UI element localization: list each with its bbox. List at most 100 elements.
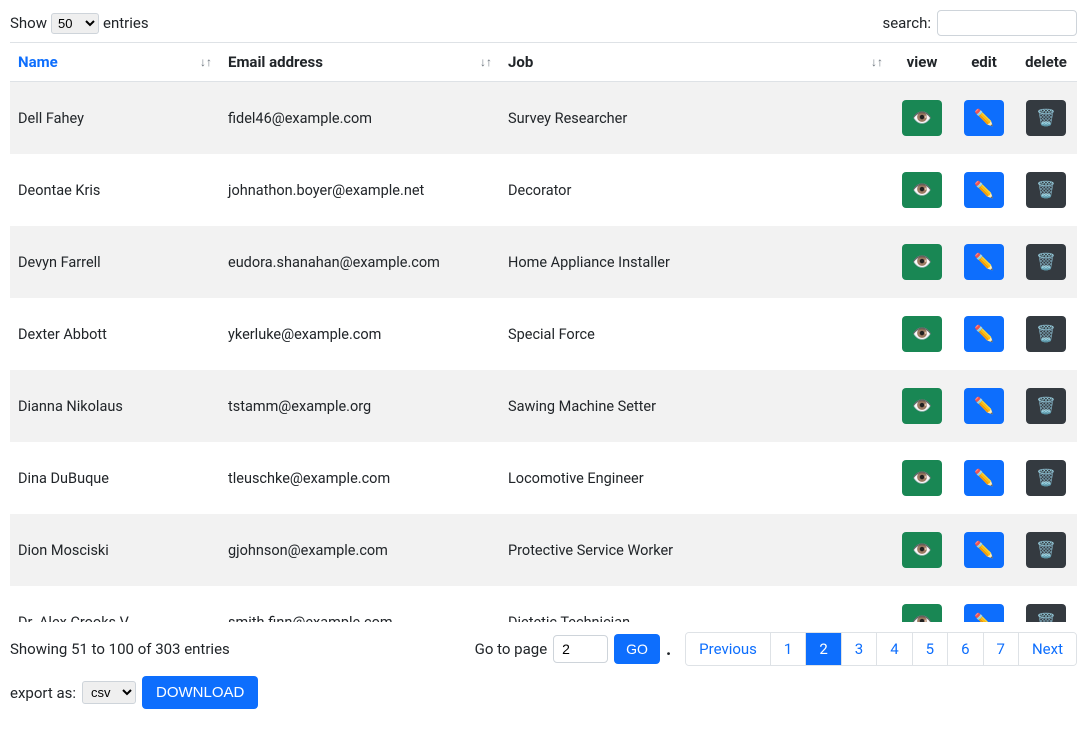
- export-select[interactable]: csvxlsxjson: [82, 681, 136, 704]
- table-row: Dr. Alex Crooks Vsmith.finn@example.comD…: [10, 586, 1077, 622]
- cell-name: Deontae Kris: [10, 154, 220, 226]
- edit-button[interactable]: ✏️: [964, 604, 1004, 622]
- edit-button[interactable]: ✏️: [964, 532, 1004, 568]
- cell-email: tleuschke@example.com: [220, 442, 500, 514]
- per-page-select[interactable]: 102550100: [51, 13, 99, 34]
- show-label: Show: [10, 14, 47, 32]
- view-button[interactable]: 👁️: [902, 388, 942, 424]
- header-row: Name ↓↑ Email address ↓↑ Job ↓↑: [10, 43, 1077, 82]
- col-edit-label: edit: [971, 53, 997, 71]
- eye-icon: 👁️: [912, 252, 932, 272]
- table-row: Dion Mosciskigjohnson@example.comProtect…: [10, 514, 1077, 586]
- col-header-edit: edit: [953, 43, 1015, 82]
- cell-email: smith.finn@example.com: [220, 586, 500, 622]
- delete-button[interactable]: 🗑️: [1026, 388, 1066, 424]
- table-scroll-area[interactable]: Name ↓↑ Email address ↓↑ Job ↓↑: [10, 42, 1077, 622]
- col-job-label: Job: [508, 53, 533, 71]
- page-previous[interactable]: Previous: [686, 633, 771, 665]
- page-7[interactable]: 7: [984, 633, 1019, 665]
- download-button[interactable]: DOWNLOAD: [142, 676, 258, 709]
- page-6[interactable]: 6: [948, 633, 983, 665]
- cell-job: Decorator: [500, 154, 891, 226]
- trash-icon: 🗑️: [1036, 324, 1056, 344]
- search-box: search:: [882, 10, 1077, 36]
- view-button[interactable]: 👁️: [902, 244, 942, 280]
- cell-job: Dietetic Technician: [500, 586, 891, 622]
- col-view-label: view: [907, 53, 938, 71]
- pencil-icon: ✏️: [974, 396, 994, 416]
- delete-button[interactable]: 🗑️: [1026, 316, 1066, 352]
- entries-label: entries: [103, 14, 149, 32]
- view-button[interactable]: 👁️: [902, 532, 942, 568]
- sort-icon: ↓↑: [871, 55, 883, 69]
- go-button[interactable]: GO: [614, 634, 660, 664]
- sort-icon: ↓↑: [480, 55, 492, 69]
- trash-icon: 🗑️: [1036, 468, 1056, 488]
- col-header-delete: delete: [1015, 43, 1077, 82]
- goto-page: Go to page GO .: [475, 634, 672, 664]
- edit-button[interactable]: ✏️: [964, 316, 1004, 352]
- table-row: Dell Faheyfidel46@example.comSurvey Rese…: [10, 82, 1077, 155]
- page-next[interactable]: Next: [1019, 633, 1076, 665]
- view-button[interactable]: 👁️: [902, 100, 942, 136]
- page-2[interactable]: 2: [806, 633, 841, 665]
- table-row: Dina DuBuquetleuschke@example.comLocomot…: [10, 442, 1077, 514]
- page-5[interactable]: 5: [913, 633, 948, 665]
- delete-button[interactable]: 🗑️: [1026, 172, 1066, 208]
- col-header-job[interactable]: Job ↓↑: [500, 43, 891, 82]
- cell-job: Locomotive Engineer: [500, 442, 891, 514]
- pencil-icon: ✏️: [974, 252, 994, 272]
- edit-button[interactable]: ✏️: [964, 100, 1004, 136]
- pencil-icon: ✏️: [974, 180, 994, 200]
- cell-job: Survey Researcher: [500, 82, 891, 155]
- eye-icon: 👁️: [912, 324, 932, 344]
- delete-button[interactable]: 🗑️: [1026, 244, 1066, 280]
- cell-name: Dell Fahey: [10, 82, 220, 155]
- pencil-icon: ✏️: [974, 324, 994, 344]
- search-input[interactable]: [937, 10, 1077, 36]
- edit-button[interactable]: ✏️: [964, 172, 1004, 208]
- pencil-icon: ✏️: [974, 540, 994, 560]
- page-4[interactable]: 4: [877, 633, 912, 665]
- export-label: export as:: [10, 684, 76, 702]
- page-1[interactable]: 1: [771, 633, 806, 665]
- info-text: Showing 51 to 100 of 303 entries: [10, 640, 230, 658]
- edit-button[interactable]: ✏️: [964, 388, 1004, 424]
- col-header-name[interactable]: Name ↓↑: [10, 43, 220, 82]
- view-button[interactable]: 👁️: [902, 604, 942, 622]
- cell-name: Dexter Abbott: [10, 298, 220, 370]
- cell-name: Dion Mosciski: [10, 514, 220, 586]
- pencil-icon: ✏️: [974, 612, 994, 622]
- goto-label: Go to page: [475, 640, 548, 658]
- view-button[interactable]: 👁️: [902, 316, 942, 352]
- eye-icon: 👁️: [912, 180, 932, 200]
- col-header-view: view: [891, 43, 953, 82]
- edit-button[interactable]: ✏️: [964, 244, 1004, 280]
- bottom-bar: Showing 51 to 100 of 303 entries Go to p…: [10, 622, 1077, 709]
- goto-input[interactable]: [553, 635, 608, 663]
- cell-email: fidel46@example.com: [220, 82, 500, 155]
- cell-job: Protective Service Worker: [500, 514, 891, 586]
- eye-icon: 👁️: [912, 540, 932, 560]
- top-bar: Show 102550100 entries search:: [10, 10, 1077, 42]
- cell-name: Dina DuBuque: [10, 442, 220, 514]
- view-button[interactable]: 👁️: [902, 172, 942, 208]
- col-header-email[interactable]: Email address ↓↑: [220, 43, 500, 82]
- delete-button[interactable]: 🗑️: [1026, 460, 1066, 496]
- middle-controls: Go to page GO . Previous1234567Next: [475, 632, 1077, 666]
- delete-button[interactable]: 🗑️: [1026, 532, 1066, 568]
- view-button[interactable]: 👁️: [902, 460, 942, 496]
- export-control: export as: csvxlsxjson DOWNLOAD: [10, 676, 258, 709]
- eye-icon: 👁️: [912, 396, 932, 416]
- separator-dot: .: [666, 639, 671, 660]
- edit-button[interactable]: ✏️: [964, 460, 1004, 496]
- delete-button[interactable]: 🗑️: [1026, 604, 1066, 622]
- delete-button[interactable]: 🗑️: [1026, 100, 1066, 136]
- eye-icon: 👁️: [912, 612, 932, 622]
- col-email-label: Email address: [228, 53, 323, 71]
- page-3[interactable]: 3: [842, 633, 877, 665]
- data-table: Name ↓↑ Email address ↓↑ Job ↓↑: [10, 43, 1077, 622]
- trash-icon: 🗑️: [1036, 540, 1056, 560]
- cell-email: tstamm@example.org: [220, 370, 500, 442]
- trash-icon: 🗑️: [1036, 612, 1056, 622]
